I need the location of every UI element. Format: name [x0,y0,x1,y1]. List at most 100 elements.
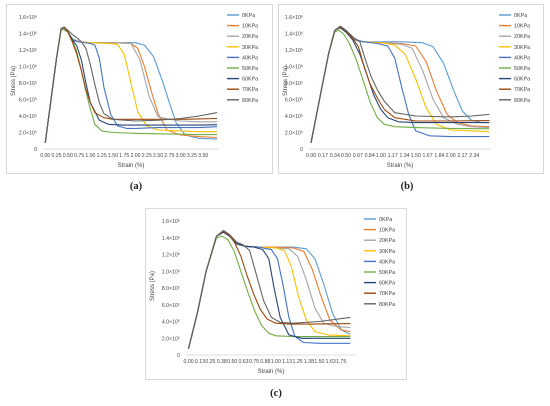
y-tick-label: 0 [34,147,37,153]
legend-label: 20KPa [242,34,258,40]
x-tick-label: 1.63 [326,359,336,365]
legend-label: 50KPa [514,66,530,72]
y-tick-label: 1.0×10⁶ [162,269,180,275]
y-tick-label: 1.2×10⁶ [19,48,37,54]
y-tick-label: 1.4×10⁶ [162,236,180,242]
x-axis-title: Strain (%) [118,163,145,169]
x-tick-label: 1.50 [411,153,421,159]
x-tick-label: 1.50 [314,359,324,365]
y-tick-label: 1.6×10⁶ [162,219,180,225]
y-tick-label: 8.0×10⁵ [285,81,303,87]
x-tick-label: 0.17 [318,153,328,159]
legend-label: 0KPa [242,13,255,19]
caption-c: (c) [270,388,282,399]
y-tick-label: 4.0×10⁵ [19,114,37,120]
y-tick-label: 6.0×10⁵ [162,303,180,309]
legend-label: 60KPa [514,77,530,83]
legend-label: 20KPa [514,34,530,40]
stress-strain-chart-b: 0 2.0×10⁵ 4.0×10⁵ 6.0×10⁵ 8.0×10⁵ 1.0×10⁶ 1.2×… [283,13,530,169]
y-tick-label: 4.0×10⁵ [162,320,180,326]
y-tick-label: 1.4×10⁶ [285,32,303,38]
y-tick-label: 0 [300,147,303,153]
chart-panel-c: 0 2.0×10⁵ 4.0×10⁵ 6.0×10⁵ 8.0×10⁵ 1.0×10⁶ 1.2×… [145,208,407,380]
x-tick-label: 0.25 [205,359,215,365]
y-tick-label: 1.2×10⁶ [162,253,180,259]
y-tick-label: 6.0×10⁵ [19,98,37,104]
x-tick-label: 1.84 [434,153,444,159]
y-tick-label: 2.0×10⁵ [19,131,37,137]
x-tick-label: 1.75 [119,153,129,159]
legend-label: 80KPa [242,98,258,104]
x-tick-label: 0.13 [195,359,205,365]
legend-label: 30KPa [514,45,530,51]
x-tick-label: 1.17 [388,153,398,159]
y-axis-title: Stress (Pa) [283,66,289,96]
x-tick-label: 0.67 [353,153,363,159]
y-tick-label: 1.0×10⁶ [285,65,303,71]
legend-label: 40KPa [379,259,395,265]
legend-label: 10KPa [242,24,258,30]
x-tick-label: 2.50 [153,153,163,159]
legend-label: 40KPa [514,55,530,61]
x-tick-label: 0.63 [238,359,248,365]
y-axis-title: Stress (Pa) [11,66,17,96]
y-tick-label: 1.2×10⁶ [285,48,303,54]
y-tick-label: 1.6×10⁶ [285,15,303,21]
x-tick-label: 2.25 [142,153,152,159]
x-tick-label: 0.88 [260,359,270,365]
x-tick-label: 0.75 [74,153,84,159]
y-tick-label: 4.0×10⁵ [285,114,303,120]
legend-label: 10KPa [379,228,395,234]
x-tick-label: 2.75 [164,153,174,159]
x-tick-label: 2.17 [457,153,467,159]
caption-a: (a) [129,181,143,192]
stress-strain-chart-c: 0 2.0×10⁵ 4.0×10⁵ 6.0×10⁵ 8.0×10⁵ 1.0×10⁶ 1.2×… [150,217,395,375]
x-tick-label: 0.00 [184,359,194,365]
x-axis-title: Strain (%) [387,163,414,169]
y-tick-label: 0 [177,353,180,359]
legend-label: 70KPa [379,291,395,297]
x-tick-label: 1.50 [108,153,118,159]
x-tick-label: 2.00 [446,153,456,159]
x-tick-label: 1.00 [85,153,95,159]
legend-label: 30KPa [242,45,258,51]
y-axis-title: Stress (Pa) [150,271,156,301]
legend-label: 10KPa [514,24,530,30]
x-tick-label: 0.34 [330,153,340,159]
x-tick-label: 1.13 [282,359,292,365]
x-tick-label: 1.75 [336,359,346,365]
legend-label: 0KPa [514,13,527,19]
x-tick-label: 3.00 [176,153,186,159]
x-tick-label: 0.50 [341,153,351,159]
chart-panel-b: 0 2.0×10⁵ 4.0×10⁵ 6.0×10⁵ 8.0×10⁵ 1.0×10⁶ 1.2×… [278,4,544,174]
legend-label: 50KPa [242,66,258,72]
chart-panel-a: 0 2.0×10⁵ 4.0×10⁵ 6.0×10⁵ 8.0×10⁵ 1.0×10⁶ 1.2×… [6,4,273,174]
x-tick-label: 0.38 [217,359,227,365]
y-tick-label: 2.0×10⁵ [162,336,180,342]
legend-label: 80KPa [514,98,530,104]
caption-b: (b) [400,181,414,192]
legend-label: 80KPa [379,302,395,308]
series-line-20kpa [310,25,490,143]
x-tick-label: 1.00 [376,153,386,159]
x-tick-label: 0.50 [227,359,237,365]
legend-label: 70KPa [514,87,530,93]
x-tick-label: 2.00 [130,153,140,159]
x-tick-label: 1.00 [271,359,281,365]
x-tick-label: 0.00 [306,153,316,159]
stress-strain-chart-a: 0 2.0×10⁵ 4.0×10⁵ 6.0×10⁵ 8.0×10⁵ 1.0×10⁶ 1.2×… [11,13,258,169]
y-tick-label: 8.0×10⁵ [162,286,180,292]
x-tick-label: 3.50 [198,153,208,159]
legend-label: 0KPa [379,217,392,223]
x-tick-label: 0.84 [365,153,375,159]
x-tick-label: 0.50 [63,153,73,159]
x-tick-label: 0.00 [40,153,50,159]
y-tick-label: 8.0×10⁵ [19,81,37,87]
legend-label: 20KPa [379,238,395,244]
legend-label: 60KPa [379,281,395,287]
legend-label: 60KPa [242,77,258,83]
x-tick-label: 1.67 [422,153,432,159]
y-tick-label: 1.0×10⁶ [19,65,37,71]
x-tick-label: 1.25 [97,153,107,159]
x-tick-label: 1.25 [293,359,303,365]
